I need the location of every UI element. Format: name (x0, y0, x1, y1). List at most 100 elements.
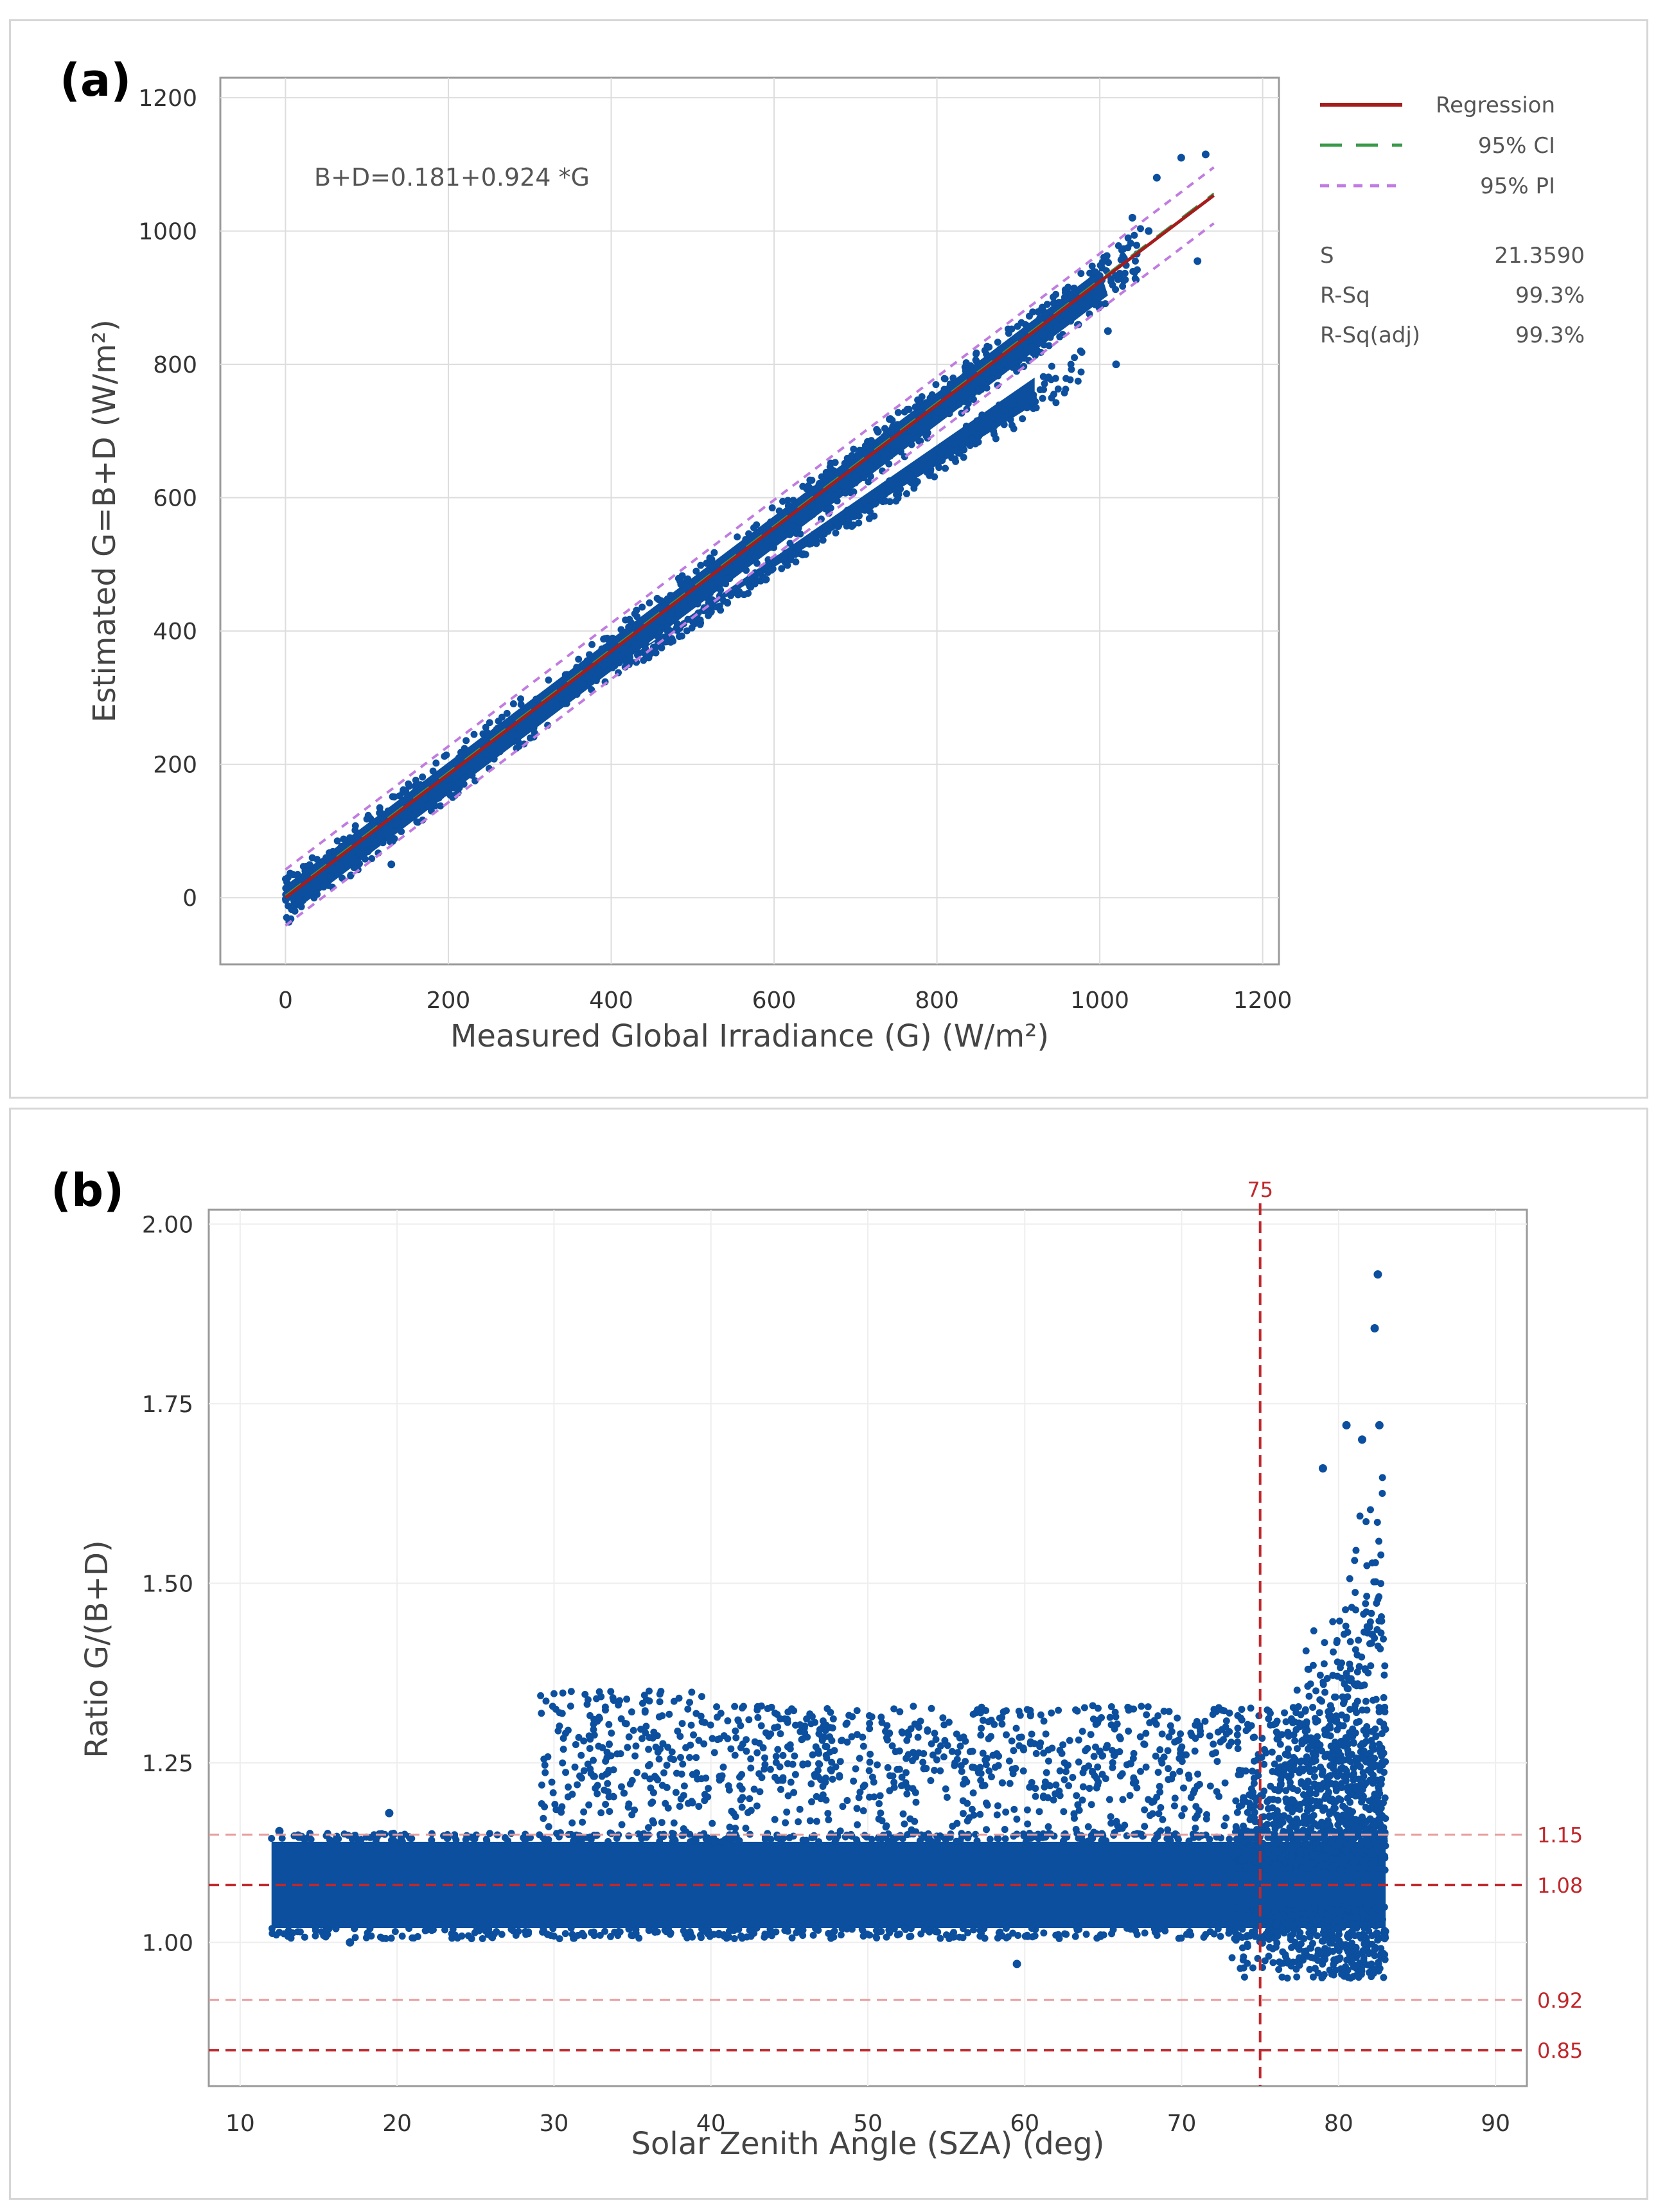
scatter-point-b (642, 1722, 650, 1730)
scatter-point-b (655, 1755, 663, 1763)
scatter-point-b (1206, 1836, 1213, 1843)
scatter-point-b (1255, 1772, 1262, 1780)
scatter-point-b (1370, 1821, 1378, 1828)
scatter-point-a (655, 623, 662, 631)
scatter-point-a (451, 775, 459, 783)
scatter-point-a (399, 788, 407, 796)
scatter-point-b (866, 1758, 874, 1766)
scatter-point-b (874, 1761, 881, 1769)
scatter-point-a (1129, 268, 1137, 276)
scatter-point-a (1103, 252, 1111, 260)
scatter-point-b (1269, 1852, 1277, 1860)
scatter-point-b (1316, 1854, 1323, 1862)
scatter-point-b (1335, 1757, 1343, 1765)
scatter-point-b (777, 1785, 784, 1793)
scatter-point-b (1305, 1692, 1313, 1700)
scatter-point-b (1339, 1802, 1347, 1810)
scatter-point-b (750, 1929, 758, 1937)
scatter-point-b (567, 1688, 575, 1695)
scatter-point-a (910, 481, 917, 488)
scatter-point-a (477, 739, 485, 747)
scatter-point-b (1358, 1653, 1366, 1661)
scatter-point-b (1191, 1787, 1199, 1794)
scatter-point-b (685, 1754, 693, 1762)
scatter-point-a (627, 619, 635, 626)
scatter-point-b (1164, 1826, 1172, 1834)
scatter-point-b (1362, 1863, 1370, 1871)
scatter-point-a (780, 532, 788, 540)
stat-label-rsq: R-Sq (1320, 283, 1370, 308)
scatter-point-b (776, 1763, 784, 1771)
scatter-point-b (1243, 1851, 1251, 1859)
scatter-point-b (1206, 1782, 1214, 1790)
scatter-point-a (1131, 231, 1138, 239)
scatter-point-a (747, 583, 755, 591)
scatter-point-a (437, 802, 445, 810)
scatter-point-b (660, 1769, 668, 1776)
scatter-point-b (1028, 1730, 1035, 1738)
scatter-point-b (659, 1740, 667, 1747)
scatter-point-b (943, 1793, 951, 1801)
scatter-point-b (807, 1720, 815, 1728)
panel-label-b: (b) (51, 1164, 124, 1217)
scatter-point-a (301, 867, 309, 875)
scatter-point-b (982, 1799, 990, 1807)
scatter-point-b (1332, 1848, 1339, 1856)
scatter-point-a (949, 374, 957, 382)
scatter-point-a (813, 540, 820, 547)
scatter-point-b (646, 1687, 653, 1695)
scatter-point-b (1340, 1631, 1348, 1638)
scatter-point-a (712, 603, 720, 611)
scatter-point-b (1344, 1787, 1352, 1795)
scatter-point-b (331, 1837, 339, 1845)
scatter-point-b (1338, 1906, 1346, 1914)
scatter-point-b (705, 1927, 712, 1934)
scatter-point-b (1373, 1518, 1381, 1526)
scatter-point-b (764, 1705, 771, 1713)
scatter-point-a (783, 523, 791, 531)
scatter-point-b (605, 1721, 613, 1728)
scatter-point-a (917, 437, 924, 445)
scatter-point-b (1157, 1804, 1165, 1812)
scatter-point-b (1080, 1704, 1088, 1712)
scatter-point-b (577, 1751, 585, 1759)
scatter-point-a (1112, 286, 1120, 294)
scatter-point-a (789, 515, 797, 523)
scatter-point-b (376, 1933, 384, 1941)
scatter-point-b (1035, 1808, 1043, 1816)
scatter-point-b (1174, 1714, 1181, 1722)
scatter-point-b (1003, 1731, 1010, 1739)
scatter-point-b (1358, 1906, 1366, 1914)
scatter-point-b (586, 1712, 594, 1719)
scatter-point-b (1303, 1733, 1310, 1741)
scatter-point-b (628, 1811, 636, 1819)
scatter-point-b (544, 1931, 552, 1938)
scatter-point-b (1360, 1755, 1368, 1762)
scatter-point-b (1168, 1728, 1176, 1735)
scatter-point-b (622, 1720, 630, 1728)
scatter-point-a (1133, 242, 1141, 249)
panel-a: (a) 0 200 400 600 800 1000 1200 0 200 400 600 800 10… (9, 19, 1648, 1099)
scatter-point-b (761, 1754, 769, 1762)
scatter-point-a (483, 729, 491, 736)
scatter-point-a (912, 427, 920, 435)
scatter-point-a (412, 776, 419, 784)
scatter-point-a (973, 363, 981, 371)
scatter-point-b (1253, 1826, 1260, 1834)
scatter-point-b (1044, 1757, 1052, 1765)
scatter-point-b (579, 1818, 586, 1826)
scatter-point-b (1177, 1730, 1185, 1738)
scatter-point-b (525, 1834, 533, 1841)
outlier-point-b (1373, 1270, 1382, 1279)
scatter-point-a (640, 637, 648, 645)
scatter-point-b (934, 1834, 942, 1841)
scatter-point-a (714, 560, 721, 568)
scatter-point-b (1180, 1784, 1188, 1792)
scatter-point-b (743, 1736, 750, 1744)
scatter-point-b (1044, 1823, 1052, 1830)
scatter-point-b (779, 1776, 787, 1784)
scatter-point-b (586, 1745, 594, 1753)
scatter-point-b (928, 1740, 935, 1747)
scatter-point-a (724, 567, 732, 575)
scatter-point-b (1375, 1537, 1383, 1545)
